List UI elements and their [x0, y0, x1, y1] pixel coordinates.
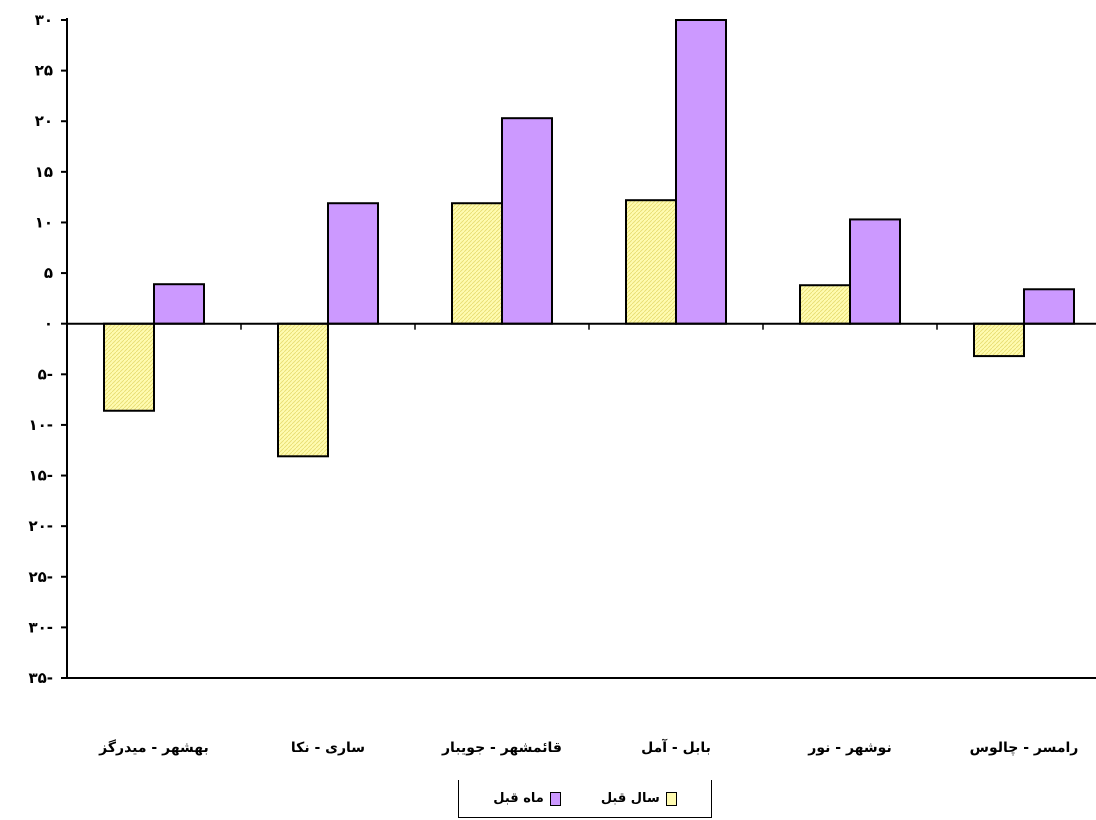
x-tick-label: رامسر - چالوس — [970, 740, 1079, 756]
bar — [849, 218, 901, 325]
y-tick-label: ۳۵- — [28, 669, 53, 687]
bar — [103, 322, 155, 412]
y-tick-label: ۲۰ — [35, 112, 53, 130]
chart-svg: ۳۰ ۲۵ ۲۰ ۱۵ ۱۰ ۵ ۰ ۵- ۱۰- ۱۵- ۲۰- ۲۵- ۳۰- ۳۵- بهشهر -… — [28, 11, 1096, 756]
bar — [799, 284, 851, 325]
bars — [103, 19, 1075, 458]
y-tick-label: ۱۵ — [35, 163, 53, 181]
y-tick-label: ۰ — [44, 315, 53, 333]
bar — [625, 199, 677, 325]
y-tick-label: ۵ — [44, 264, 53, 282]
x-tick-label: بهشهر - میدرگز — [98, 739, 209, 756]
legend-label-previous-year: سال قبل — [600, 791, 660, 806]
bar — [277, 322, 329, 458]
legend-item-previous-year: سال قبل — [601, 791, 677, 806]
axes — [66, 18, 1096, 679]
legend-swatch-previous-month — [549, 791, 561, 806]
bar — [501, 117, 553, 325]
y-axis-ticks: ۳۰ ۲۵ ۲۰ ۱۵ ۱۰ ۵ ۰ ۵- ۱۰- ۱۵- ۲۰- ۲۵- ۳۰- ۳۵- — [28, 11, 67, 687]
legend-item-previous-month: ماه قبل — [493, 791, 561, 806]
bar — [973, 322, 1025, 358]
bar — [153, 283, 205, 325]
y-tick-label: ۲۰- — [28, 517, 53, 535]
y-tick-label: ۳۰- — [28, 618, 53, 636]
legend-swatch-previous-year — [665, 791, 677, 806]
x-tick-label: بابل - آمل — [641, 738, 711, 756]
x-tick-label: ساری - نکا — [291, 740, 365, 756]
legend-label-previous-month: ماه قبل — [493, 791, 544, 806]
bar — [327, 202, 379, 325]
y-tick-label: ۲۵ — [35, 62, 53, 80]
y-tick-label: ۳۰ — [35, 11, 53, 29]
x-tick-label: قائمشهر - جویبار — [441, 740, 562, 756]
bar — [675, 19, 727, 325]
x-tick-label: نوشهر - نور — [807, 740, 891, 756]
y-tick-label: ۵- — [38, 365, 53, 383]
bar — [1023, 288, 1075, 325]
y-tick-label: ۱۰ — [35, 213, 53, 231]
x-axis-labels: بهشهر - میدرگز ساری - نکا قائمشهر - جویبار… — [98, 738, 1078, 756]
y-tick-label: ۲۵- — [28, 568, 53, 586]
y-tick-label: ۱۵- — [28, 467, 53, 485]
bar — [451, 202, 503, 325]
legend: سال قبل ماه قبل — [458, 780, 712, 818]
y-tick-label: ۱۰- — [28, 416, 53, 434]
